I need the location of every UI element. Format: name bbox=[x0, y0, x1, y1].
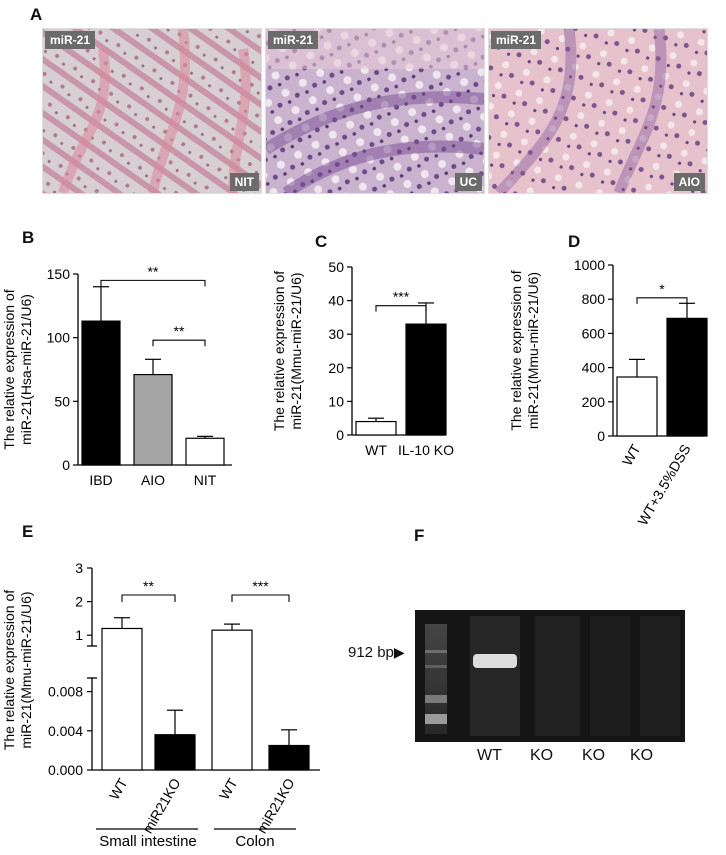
bar bbox=[101, 627, 143, 771]
tissue-image-nit bbox=[43, 29, 261, 193]
significance-bracket bbox=[375, 305, 427, 312]
y-tick-label: 0 bbox=[597, 428, 605, 444]
significance-label: ** bbox=[143, 578, 154, 594]
micrograph-aio: miR-21 AIO bbox=[488, 28, 708, 194]
micrograph-condition-label: AIO bbox=[673, 173, 705, 191]
group-label: Colon bbox=[235, 833, 274, 850]
panel-letter-b: B bbox=[22, 228, 35, 247]
y-tick-label: 800 bbox=[582, 291, 606, 307]
panel-letter-d: D bbox=[568, 232, 581, 251]
gel-lane-label: KO bbox=[630, 747, 654, 764]
bar bbox=[355, 420, 397, 436]
micrograph-tag: miR-21 bbox=[491, 31, 542, 49]
y-tick-label: 2 bbox=[75, 594, 83, 610]
y-tick-label: 0 bbox=[336, 427, 344, 443]
gel-lane-label: KO bbox=[582, 747, 606, 764]
panel-letter-c: C bbox=[315, 232, 328, 251]
y-tick-label: 3 bbox=[75, 560, 83, 576]
tissue-image-uc bbox=[266, 29, 484, 193]
significance-bracket bbox=[100, 279, 206, 287]
y-axis-label: The relative expression of bbox=[1, 590, 17, 750]
significance-label: *** bbox=[252, 578, 269, 594]
y-axis-label: miR-21(Hsa-miR-21/U6) bbox=[18, 294, 34, 445]
y-tick-label: 0.000 bbox=[48, 762, 83, 778]
gel-lane-label: WT bbox=[477, 747, 502, 764]
bar bbox=[211, 629, 253, 771]
y-tick-label: 150 bbox=[47, 266, 71, 282]
marker-arrow-icon: ▶ bbox=[393, 644, 405, 660]
y-tick-label: 0.008 bbox=[48, 684, 83, 700]
y-tick-label: 600 bbox=[582, 325, 606, 341]
y-axis-label: The relative expression of bbox=[1, 289, 17, 449]
micrograph-uc: miR-21 UC bbox=[265, 28, 485, 194]
x-tick-label: WT bbox=[619, 441, 644, 468]
micrograph-tag: miR-21 bbox=[45, 31, 96, 49]
x-tick-label: WT bbox=[106, 775, 131, 802]
significance-bracket bbox=[152, 339, 206, 347]
y-tick-label: 50 bbox=[54, 393, 70, 409]
bar bbox=[616, 376, 658, 437]
x-tick-label: miR21KO bbox=[139, 775, 183, 836]
panel-letter-f: F bbox=[414, 526, 425, 545]
y-tick-label: 40 bbox=[328, 293, 344, 309]
y-axis-label: miR-21(Mmu-miR-21/U6) bbox=[288, 272, 304, 429]
marker-size-text: 912 bp bbox=[348, 644, 394, 661]
bar bbox=[666, 317, 708, 437]
significance-label: * bbox=[659, 281, 665, 297]
y-tick-label: 200 bbox=[582, 394, 606, 410]
gel-image bbox=[415, 610, 685, 742]
gel-marker-label: 912 bp▶ bbox=[348, 644, 405, 662]
bar bbox=[268, 744, 310, 771]
x-tick-label: IL-10 KO bbox=[398, 442, 454, 458]
y-axis-label: miR-21(Mmu-miR-21/U6) bbox=[525, 272, 541, 429]
chart-c: 0 10 20 30 40 50 The relative expression of miR… bbox=[271, 259, 454, 458]
significance-bracket bbox=[231, 594, 290, 602]
x-tick-label: miR21KO bbox=[253, 775, 297, 836]
micrograph-condition-label: NIT bbox=[229, 173, 259, 191]
y-tick-label: 1000 bbox=[574, 257, 605, 273]
x-tick-label: AIO bbox=[141, 472, 165, 488]
y-tick-label: 50 bbox=[328, 259, 344, 275]
chart-e: 1 2 3 0.000 0.004 0.008 The relative expressio… bbox=[1, 560, 320, 850]
gel-lane-label: KO bbox=[530, 747, 554, 764]
panel-letter-e: E bbox=[22, 522, 34, 541]
chart-d: 0 200 400 600 800 1000 The relative expression… bbox=[508, 257, 708, 528]
y-tick-label: 0 bbox=[62, 457, 70, 473]
significance-label: ** bbox=[174, 323, 185, 339]
y-axis-label: miR-21(Mmu-miR-21/U6) bbox=[18, 591, 34, 748]
y-tick-label: 0.004 bbox=[48, 723, 83, 739]
x-tick-label: WT+3.5%DSS bbox=[634, 442, 693, 528]
y-axis-label: The relative expression of bbox=[271, 271, 287, 431]
bar bbox=[154, 734, 196, 771]
tissue-image-aio bbox=[489, 29, 707, 193]
y-tick-label: 1 bbox=[75, 627, 83, 643]
significance-bracket bbox=[636, 297, 688, 304]
y-tick-label: 400 bbox=[582, 360, 606, 376]
significance-bracket bbox=[121, 594, 176, 602]
bar bbox=[81, 320, 121, 466]
y-tick-label: 30 bbox=[328, 326, 344, 342]
x-tick-label: WT bbox=[216, 775, 241, 802]
significance-label: *** bbox=[393, 289, 410, 305]
x-tick-label: WT bbox=[365, 442, 387, 458]
y-tick-label: 100 bbox=[47, 330, 71, 346]
micrograph-nit: miR-21 NIT bbox=[42, 28, 262, 194]
significance-label: ** bbox=[148, 263, 159, 279]
bar bbox=[185, 437, 225, 466]
chart-b: 0 50 100 150 The relative expression of miR-2… bbox=[1, 263, 232, 488]
bar bbox=[405, 323, 447, 436]
x-tick-label: IBD bbox=[89, 472, 112, 488]
micrograph-condition-label: UC bbox=[454, 173, 482, 191]
panel-letter-a: A bbox=[30, 5, 43, 24]
gel-bands bbox=[425, 616, 680, 736]
y-tick-label: 10 bbox=[328, 393, 344, 409]
x-tick-label: NIT bbox=[194, 472, 217, 488]
group-label: Small intestine bbox=[99, 833, 197, 850]
bar bbox=[133, 373, 173, 466]
y-axis-label: The relative expression of bbox=[508, 270, 524, 430]
micrograph-tag: miR-21 bbox=[268, 31, 319, 49]
y-tick-label: 20 bbox=[328, 360, 344, 376]
